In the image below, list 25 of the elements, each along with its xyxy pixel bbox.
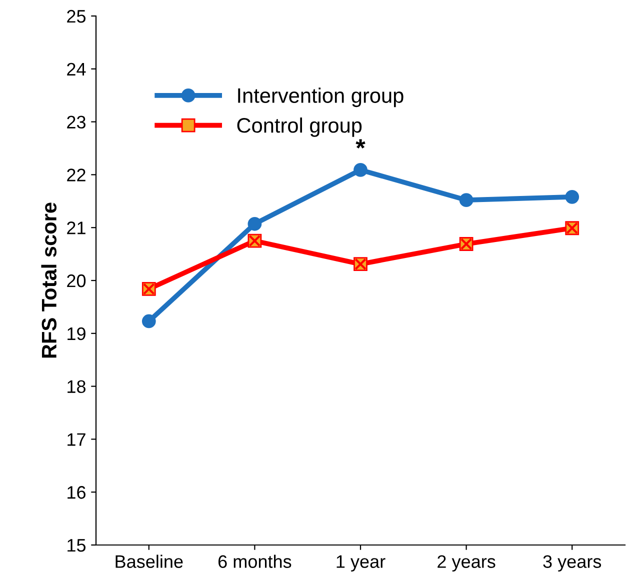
y-tick-label: 24 <box>67 62 86 76</box>
point <box>142 314 156 328</box>
x-tick-label: Baseline <box>116 554 183 568</box>
y-tick-label: 15 <box>68 539 86 552</box>
point <box>354 162 368 177</box>
x-tick-label: 1 year <box>336 555 386 572</box>
x-tick-label: 3 years <box>543 555 602 572</box>
y-tick-label: 22 <box>67 168 86 182</box>
point <box>565 190 580 204</box>
x-tick-label: 2 years <box>438 555 496 572</box>
y-tick-label: 23 <box>67 116 86 129</box>
legend-label: Intervention group <box>238 88 404 108</box>
y-tick-label: 17 <box>68 433 86 446</box>
y-tick-label: 19 <box>68 327 86 340</box>
y-tick-label: 16 <box>68 486 86 499</box>
y-tick-label: 21 <box>67 222 86 234</box>
y-tick-label: 25 <box>67 10 86 23</box>
y-tick-label: 18 <box>68 380 86 394</box>
y-axis-title: RFS Total score <box>41 202 57 358</box>
legend-label: Control group <box>237 117 362 137</box>
x-tick-label: 6 months <box>218 554 292 568</box>
annotation: * <box>356 139 366 149</box>
point <box>459 193 474 208</box>
y-tick-label: 20 <box>67 274 86 288</box>
point <box>248 216 262 231</box>
